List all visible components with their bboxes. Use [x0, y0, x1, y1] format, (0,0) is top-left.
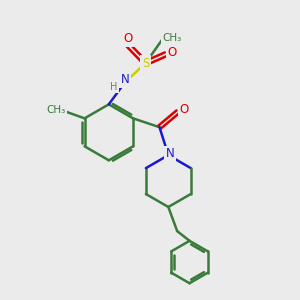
Text: O: O: [123, 32, 133, 46]
Text: O: O: [179, 103, 188, 116]
Text: H: H: [110, 82, 118, 92]
Text: O: O: [167, 46, 177, 59]
Text: N: N: [121, 74, 129, 86]
Text: S: S: [142, 57, 149, 70]
Text: N: N: [165, 147, 174, 160]
Text: CH₃: CH₃: [163, 33, 182, 43]
Text: CH₃: CH₃: [46, 104, 65, 115]
